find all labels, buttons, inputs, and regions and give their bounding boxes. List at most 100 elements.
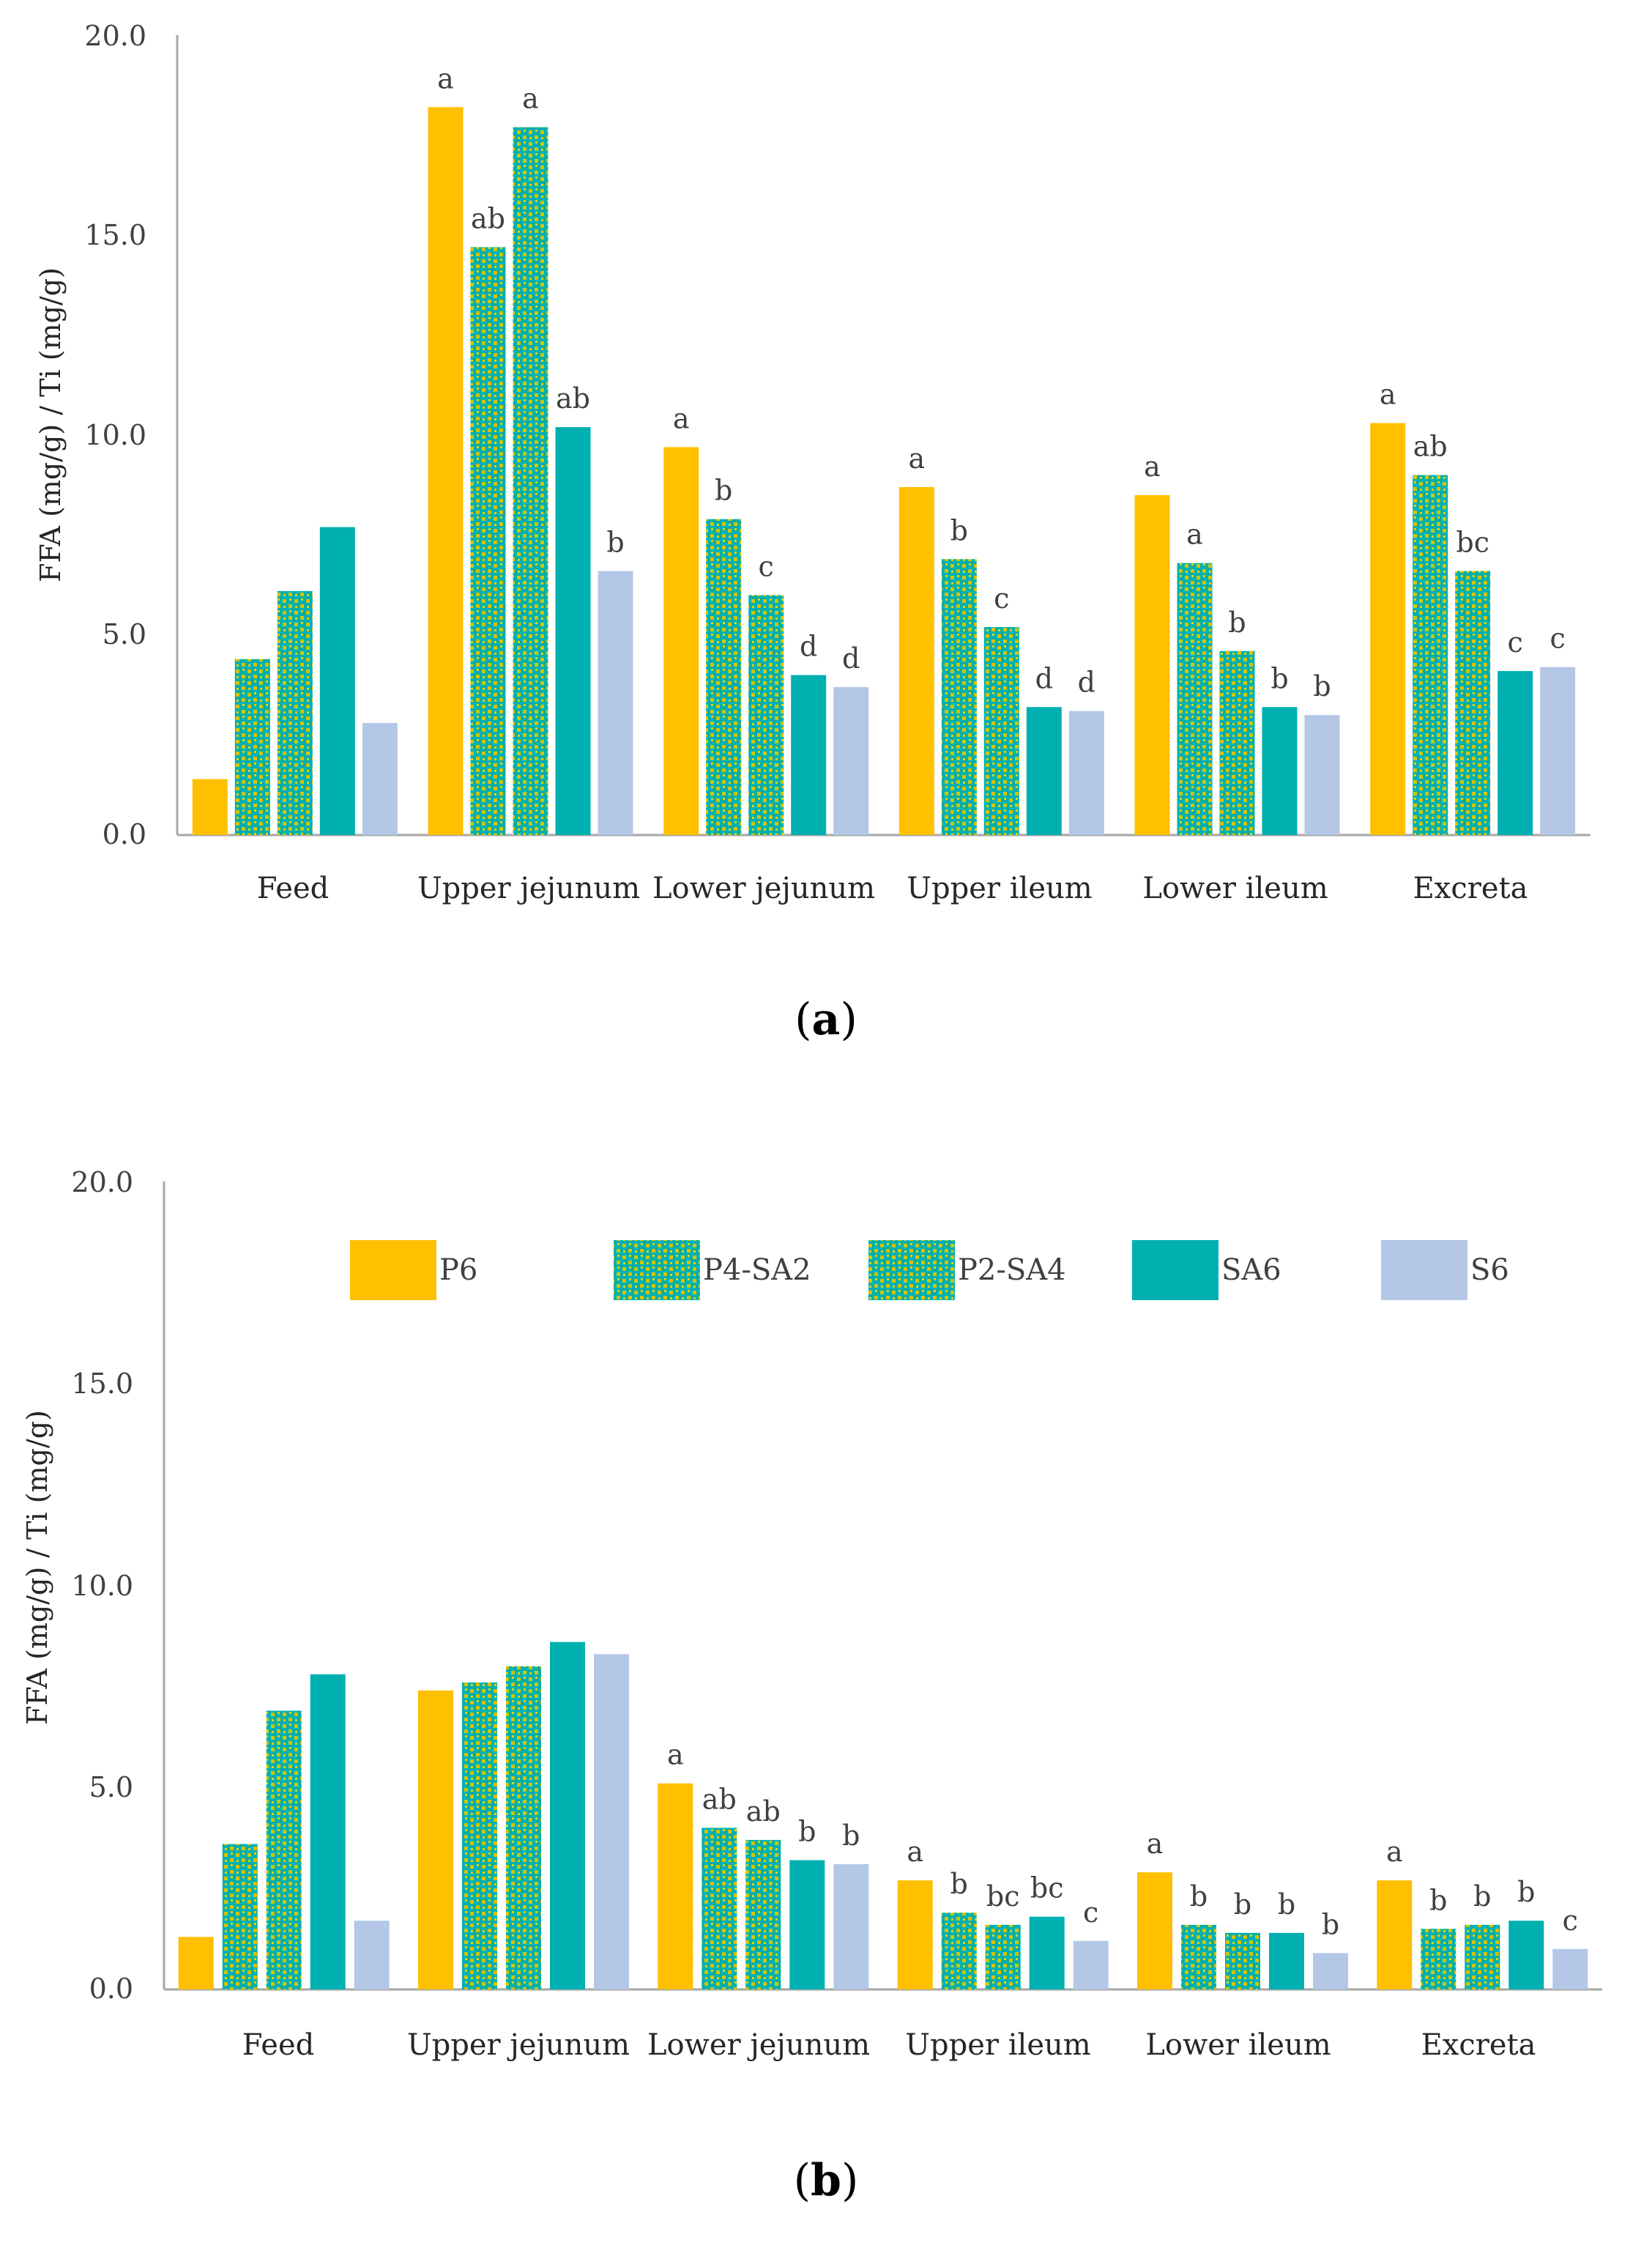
x-axis-categories: Feed Upper jejunum Lower jejunum Upper i… <box>242 2028 1536 2062</box>
chart-panel-b: FFA (mg/g) / Ti (mg/g) 0.0 5.0 10.0 15.0… <box>21 1166 1602 2206</box>
y-tick-label: 5.0 <box>89 1771 133 1803</box>
significance-letter: a <box>1147 1828 1164 1860</box>
category-label: Feed <box>242 2028 315 2062</box>
significance-letter: b <box>1473 1880 1491 1913</box>
bar-p2-sa4-excreta <box>1455 571 1491 835</box>
legend-label: P6 <box>439 1253 477 1287</box>
legend-swatch-sa6 <box>1132 1240 1218 1300</box>
bar-s6-lower-ileum <box>1313 1953 1348 1989</box>
y-axis-ticks: 0.0 5.0 10.0 15.0 20.0 <box>71 1166 133 2005</box>
significance-letter: b <box>842 1819 860 1852</box>
y-tick-label: 0.0 <box>89 1973 133 2005</box>
bar-s6-lower-jejunum <box>833 1864 869 1989</box>
bar-p2-sa4-upper-ileum <box>983 627 1019 835</box>
legend: P6 P4-SA2 P2-SA4 SA6 S6 <box>350 1240 1509 1300</box>
legend-label: P4-SA2 <box>703 1253 811 1287</box>
significance-letter: a <box>1186 519 1203 551</box>
y-tick-label: 5.0 <box>103 618 146 650</box>
bar-p6-feed <box>178 1937 214 1989</box>
significance-letter: a <box>673 402 690 434</box>
significance-letter: ab <box>1413 431 1448 463</box>
bar-s6-excreta <box>1552 1948 1588 1989</box>
legend-swatch-p6 <box>350 1240 436 1300</box>
y-axis-label: FFA (mg/g) / Ti (mg/g) <box>21 1410 53 1725</box>
significance-letter: bc <box>1030 1872 1064 1904</box>
y-tick-label: 15.0 <box>71 1368 133 1400</box>
bar-p6-excreta <box>1377 1880 1413 1989</box>
legend-label: SA6 <box>1221 1253 1281 1287</box>
category-label: Lower ileum <box>1145 2028 1331 2062</box>
bar-p2-sa4-excreta <box>1465 1924 1500 1989</box>
bar-sa6-upper-ileum <box>1026 707 1062 835</box>
panel-caption: (a) <box>795 994 857 1045</box>
bar-p4-sa2-feed <box>222 1844 258 1989</box>
bar-p6-lower-jejunum <box>663 447 699 835</box>
bar-p6-upper-ileum <box>898 487 934 835</box>
bar-p6-lower-jejunum <box>658 1783 693 1989</box>
bar-s6-upper-ileum <box>1073 1940 1109 1989</box>
bar-sa6-lower-ileum <box>1269 1932 1304 1989</box>
significance-letter: b <box>950 1868 968 1900</box>
significance-letter: ab <box>471 202 505 234</box>
bars <box>192 107 1576 836</box>
bar-sa6-upper-jejunum <box>555 427 591 835</box>
bar-s6-upper-jejunum <box>598 571 633 835</box>
y-tick-label: 10.0 <box>84 419 146 451</box>
y-tick-label: 20.0 <box>84 20 146 52</box>
significance-letter: b <box>1270 662 1288 694</box>
y-tick-label: 15.0 <box>84 219 146 251</box>
significance-letter: d <box>1078 667 1095 699</box>
significance-letter: b <box>1190 1880 1208 1913</box>
significance-letter: ab <box>746 1795 781 1828</box>
svg-text:(b): (b) <box>794 2155 859 2206</box>
legend-swatch-p4-sa2 <box>614 1240 700 1300</box>
significance-letter: b <box>798 1816 816 1848</box>
bar-p2-sa4-feed <box>277 590 313 835</box>
bar-p2-sa4-upper-jejunum <box>506 1666 541 1989</box>
category-label: Upper ileum <box>905 2028 1090 2062</box>
significance-letter: b <box>1322 1908 1339 1940</box>
category-label: Upper jejunum <box>417 872 640 905</box>
bar-p4-sa2-upper-ileum <box>941 1913 977 1989</box>
significance-letter: b <box>606 527 624 559</box>
panel-label: a <box>812 994 841 1045</box>
bar-p4-sa2-feed <box>234 659 270 835</box>
significance-letter: a <box>907 1836 923 1868</box>
bars <box>178 1642 1588 1989</box>
significance-letter: d <box>1035 662 1053 694</box>
bar-s6-upper-jejunum <box>594 1654 629 1989</box>
bar-p6-upper-ileum <box>897 1880 933 1989</box>
category-label: Upper ileum <box>907 872 1092 905</box>
bar-sa6-feed <box>310 1674 346 1989</box>
bar-p2-sa4-upper-jejunum <box>513 127 548 836</box>
bar-p2-sa4-upper-ileum <box>985 1924 1021 1989</box>
bar-s6-excreta <box>1540 667 1576 835</box>
bar-p6-excreta <box>1370 423 1406 835</box>
bar-s6-feed <box>354 1921 390 1989</box>
legend-swatch-p2-sa4 <box>868 1240 955 1300</box>
bar-p4-sa2-lower-jejunum <box>706 519 742 835</box>
significance-letter: c <box>1508 626 1523 659</box>
bar-p4-sa2-lower-ileum <box>1181 1924 1216 1989</box>
bar-p4-sa2-upper-jejunum <box>462 1682 497 1989</box>
significance-letter: d <box>842 642 860 675</box>
legend-label: S6 <box>1470 1253 1509 1287</box>
category-label: Lower jejunum <box>652 872 875 905</box>
significance-letter: b <box>1234 1888 1251 1921</box>
bar-p2-sa4-lower-ileum <box>1225 1932 1260 1989</box>
significance-letter: b <box>1429 1884 1447 1916</box>
significance-letter: b <box>1228 606 1246 639</box>
category-label: Excreta <box>1413 872 1528 905</box>
y-tick-label: 20.0 <box>71 1166 133 1198</box>
bar-p2-sa4-lower-ileum <box>1219 650 1255 835</box>
bar-p2-sa4-feed <box>266 1710 302 1989</box>
bar-p2-sa4-lower-jejunum <box>745 1839 781 1989</box>
legend-swatch-s6 <box>1381 1240 1467 1300</box>
svg-text:(a): (a) <box>795 994 857 1045</box>
legend-label: P2-SA4 <box>958 1253 1066 1287</box>
bar-sa6-excreta <box>1508 1921 1544 1989</box>
bar-sa6-excreta <box>1497 671 1533 835</box>
significance-letter: c <box>1563 1904 1578 1937</box>
